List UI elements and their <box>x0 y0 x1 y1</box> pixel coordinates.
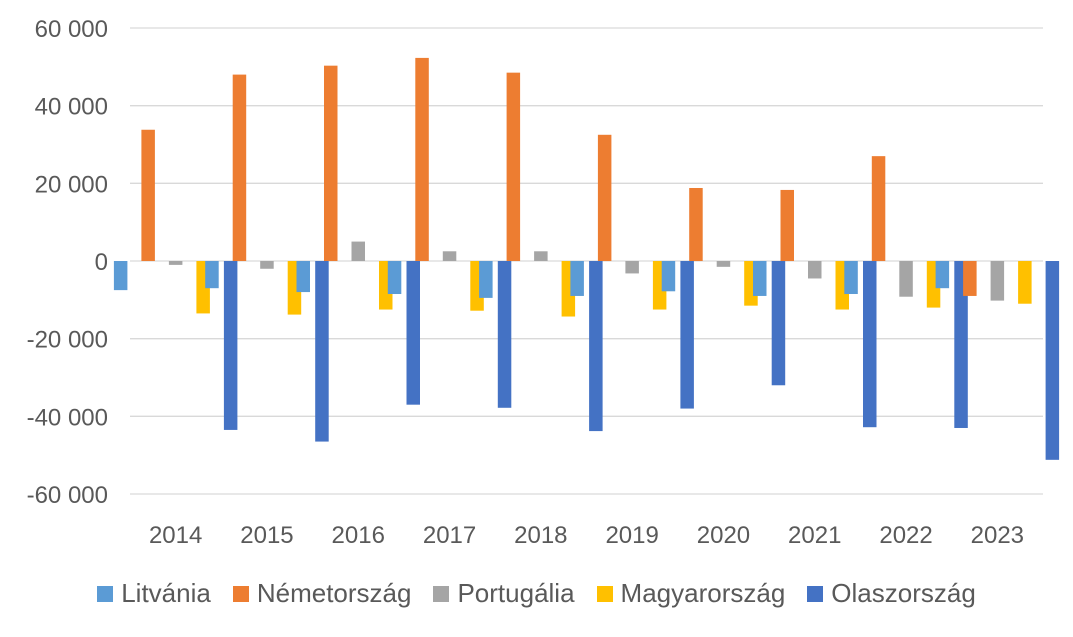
bar-Litvánia-2018 <box>479 261 493 298</box>
legend-label: Litvánia <box>121 578 211 608</box>
y-axis-ticks: 60 000 40 000 20 000 0 -20 000 -40 000 -60 000 <box>27 16 108 509</box>
bar-Portugália-2022 <box>899 261 913 297</box>
x-tick-label: 2023 <box>971 522 1024 549</box>
bar-Németország-2017 <box>415 57 429 261</box>
bar-Olaszország-2018 <box>589 261 603 432</box>
legend-swatch <box>433 585 450 602</box>
legend-item: Németország <box>232 578 412 609</box>
y-tick-label: -20 000 <box>27 327 108 354</box>
bar-Németország-2019 <box>597 134 612 261</box>
x-tick-label: 2015 <box>240 522 293 549</box>
legend-swatch <box>97 585 114 602</box>
legend-item: Portugália <box>433 578 575 609</box>
x-tick-label: 2020 <box>697 522 750 549</box>
bar-Németország-2018 <box>506 72 521 262</box>
bar-Portugália-2014 <box>168 261 183 265</box>
bar-Litvánia-2023 <box>935 261 950 289</box>
y-tick-label: 20 000 <box>35 171 108 198</box>
bar-Portugália-2019 <box>625 261 639 274</box>
x-tick-label: 2014 <box>149 522 202 549</box>
bar-Olaszország-2022 <box>954 261 968 428</box>
bar-Magyarország-2023 <box>1018 261 1032 304</box>
x-tick-label: 2022 <box>879 522 932 549</box>
bar-Olaszország-2021 <box>863 261 877 428</box>
bar-Litvánia-2017 <box>387 261 402 295</box>
bar-Portugália-2016 <box>351 241 365 261</box>
bar-Portugália-2015 <box>260 261 274 269</box>
bar-Olaszország-2016 <box>406 261 420 405</box>
bar-Litvánia-2016 <box>296 261 310 293</box>
legend-swatch <box>596 585 613 602</box>
legend-label: Magyarország <box>620 578 786 608</box>
bar-Litvánia-2014 <box>113 261 128 291</box>
legend-label: Olaszország <box>831 578 976 608</box>
bar-Litvánia-2019 <box>570 261 584 296</box>
bar-Olaszország-2017 <box>497 261 512 408</box>
gridlines <box>130 27 1043 495</box>
legend-label: Portugália <box>457 578 575 608</box>
bar-Németország-2014 <box>141 129 155 261</box>
bar-Litvánia-2022 <box>844 261 858 295</box>
y-tick-label: 0 <box>95 249 108 276</box>
x-tick-label: 2018 <box>514 522 567 549</box>
bar-Németország-2020 <box>689 187 703 261</box>
bars <box>113 57 1060 460</box>
legend-swatch <box>807 585 824 602</box>
bar-Németország-2023 <box>963 261 977 296</box>
bar-Litvánia-2020 <box>661 261 676 292</box>
bar-Németország-2015 <box>232 74 247 261</box>
y-tick-label: -60 000 <box>27 482 108 509</box>
bar-Olaszország-2020 <box>771 261 786 386</box>
bar-Litvánia-2021 <box>753 261 767 296</box>
bar-Portugália-2020 <box>716 261 731 267</box>
bar-Olaszország-2015 <box>315 261 329 442</box>
x-tick-label: 2021 <box>788 522 841 549</box>
bar-Olaszország-2019 <box>680 261 694 409</box>
x-axis-ticks: 2014 2015 2016 2017 2018 2019 2020 2021 2022 2023 <box>149 522 1024 549</box>
legend-item: Olaszország <box>807 578 976 609</box>
y-tick-label: -40 000 <box>27 404 108 431</box>
legend-swatch <box>232 585 249 602</box>
bar-chart: 60 000 40 000 20 000 0 -20 000 -40 000 -60 000… <box>27 16 1060 549</box>
bar-Olaszország-2023 <box>1045 261 1060 460</box>
x-tick-label: 2019 <box>605 522 658 549</box>
bar-Portugália-2017 <box>442 251 457 261</box>
bar-Portugália-2018 <box>534 251 548 261</box>
x-tick-label: 2016 <box>332 522 385 549</box>
legend-item: Litvánia <box>97 578 211 609</box>
legend: Litvánia Németország Portugália Magyarorszá… <box>0 578 1073 609</box>
bar-Portugália-2023 <box>990 261 1005 301</box>
bar-Olaszország-2014 <box>223 261 238 430</box>
legend-label: Németország <box>256 578 412 608</box>
bar-Németország-2016 <box>324 65 338 261</box>
y-tick-label: 40 000 <box>35 94 108 121</box>
bar-Litvánia-2015 <box>205 261 219 289</box>
y-tick-label: 60 000 <box>35 16 108 43</box>
bar-Portugália-2021 <box>808 261 822 279</box>
bar-Németország-2021 <box>780 189 794 261</box>
x-tick-label: 2017 <box>423 522 476 549</box>
bar-Németország-2022 <box>871 156 886 261</box>
legend-item: Magyarország <box>596 578 786 609</box>
